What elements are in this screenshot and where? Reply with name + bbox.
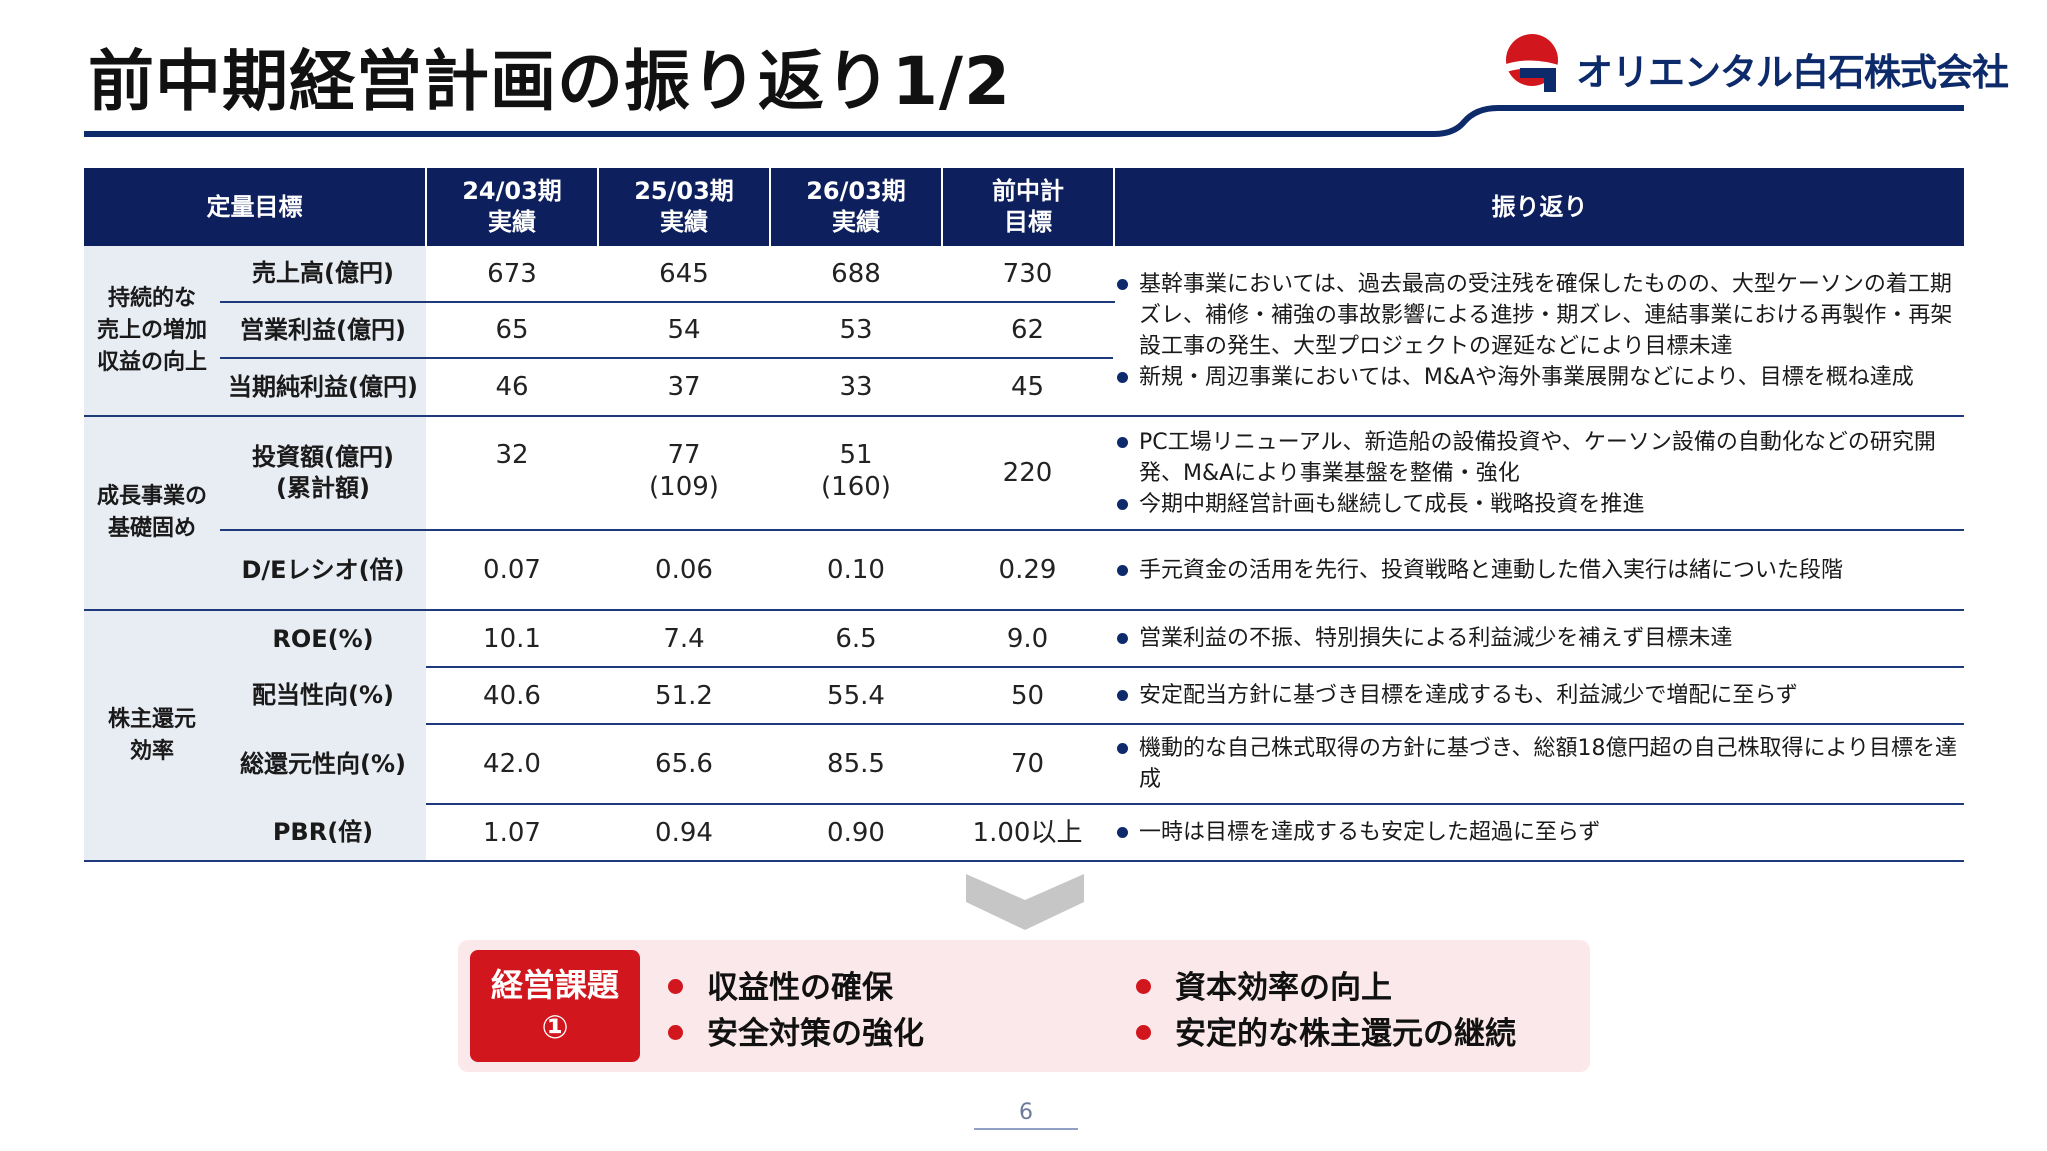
cell-value: 10.1: [426, 610, 598, 668]
review-bullet: 機動的な自己株式取得の方針に基づき、総額18億円超の自己株取得により目標を達成: [1115, 733, 1964, 795]
cell-value: 673: [426, 246, 598, 303]
table-row: 株主還元 効率 ROE(%) 10.1 7.4 6.5 9.0 営業利益の不振、特…: [84, 610, 1964, 862]
group-label-growth: 成長事業の 基礎固め: [84, 416, 220, 611]
cell-value: 85.5: [770, 724, 942, 805]
header-fy24: 24/03期 実績: [426, 168, 599, 246]
metric-total-return: 総還元性向(%): [220, 724, 426, 804]
bullet-icon: [1136, 979, 1151, 994]
cell-value: 0.90: [770, 804, 942, 862]
issue-item: 収益性の確保: [668, 962, 893, 1007]
review-bullet: 今期中期経営計画も継続して成長・戦略投資を推進: [1115, 489, 1964, 520]
header-fy25: 25/03期 実績: [598, 168, 771, 246]
cell-value: 0.10: [770, 530, 942, 611]
issue-item: 安全対策の強化: [668, 1008, 924, 1053]
review-cell: 基幹事業においては、過去最高の受注残を確保したものの、大型ケーソンの着工期ズレ、…: [1113, 246, 1964, 417]
header-fy26: 26/03期 実績: [770, 168, 943, 246]
table-row: 成長事業の 基礎固め 投資額(億円) (累計額) 32 77 (109) 51 (160…: [84, 416, 1964, 611]
cell-value: 1.00以上: [942, 804, 1114, 862]
bullet-icon: [1136, 1025, 1151, 1040]
metric-sales: 売上高(億円): [220, 246, 426, 303]
cell-value: 51.2: [598, 667, 770, 725]
header-review: 振り返り: [1114, 168, 1964, 246]
review-bullet: 基幹事業においては、過去最高の受注残を確保したものの、大型ケーソンの着工期ズレ、…: [1115, 269, 1964, 362]
page-title: 前中期経営計画の振り返り1/2: [88, 43, 1011, 120]
cell-value: 55.4: [770, 667, 942, 725]
chevron-down-icon: [966, 874, 1084, 930]
cell-value: 7.4: [598, 610, 770, 668]
cell-value: 0.29: [942, 530, 1114, 611]
table-row: PBR(倍) 1.07 0.94 0.90 1.00以上 一時は目標を達成するも…: [84, 804, 1964, 862]
cell-value: 730: [942, 246, 1114, 303]
metric-payout: 配当性向(%): [220, 667, 426, 724]
metric-net-profit: 当期純利益(億円): [220, 358, 426, 417]
review-cell: 営業利益の不振、特別損失による利益減少を補えず目標未達: [1113, 610, 1964, 668]
review-cell: 一時は目標を達成するも安定した超過に至らず: [1113, 804, 1964, 862]
cell-value: 54: [598, 302, 770, 359]
review-cell: PC工場リニューアル、新造船の設備投資や、ケーソン設備の自動化などの研究開発、M…: [1113, 416, 1964, 531]
cell-value: 0.07: [426, 530, 598, 611]
cell-value: 45: [942, 358, 1114, 417]
group-label-returns: 株主還元 効率: [84, 610, 220, 862]
review-cell: 安定配当方針に基づき目標を達成するも、利益減少で増配に至らず: [1113, 667, 1964, 725]
table-row: 営業利益(億円) 65 54 53 62: [84, 302, 1964, 359]
cell-value: 77 (109): [598, 416, 770, 531]
metric-de-ratio: D/Eレシオ(倍): [220, 530, 426, 611]
management-issues-box: 経営課題 ① 収益性の確保 資本効率の向上 安全対策の強化 安定的な株主還元の継…: [458, 940, 1590, 1072]
cell-value: 6.5: [770, 610, 942, 668]
cell-value: 62: [942, 302, 1114, 359]
cell-value: 65: [426, 302, 598, 359]
cell-value: 53: [770, 302, 942, 359]
issue-item: 資本効率の向上: [1136, 962, 1392, 1007]
cell-value: 0.06: [598, 530, 770, 611]
cell-value: 32: [426, 416, 598, 531]
kpi-review-table: 定量目標 24/03期 実績 25/03期 実績 26/03期 実績 前中計 目標 振り…: [84, 168, 1964, 862]
review-bullet: 一時は目標を達成するも安定した超過に至らず: [1115, 817, 1964, 848]
logo-mark-icon: [1506, 34, 1562, 92]
review-cell: 手元資金の活用を先行、投資戦略と連動した借入実行は緒についた段階: [1113, 530, 1964, 611]
page-number: 6: [1019, 1100, 1033, 1125]
company-logo: オリエンタル白石株式会社: [1500, 28, 2009, 98]
review-bullet: 新規・周辺事業においては、M&Aや海外事業展開などにより、目標を概ね達成: [1115, 362, 1964, 393]
cell-value: 42.0: [426, 724, 598, 805]
cell-value: 40.6: [426, 667, 598, 725]
page-number-underline: [974, 1128, 1078, 1130]
metric-roe: ROE(%): [220, 610, 426, 667]
cell-value: 0.94: [598, 804, 770, 862]
review-cell: 機動的な自己株式取得の方針に基づき、総額18億円超の自己株取得により目標を達成: [1113, 724, 1964, 805]
table-row: D/Eレシオ(倍) 0.07 0.06 0.10 0.29 手元資金の活用を先行…: [84, 530, 1964, 611]
cell-value: 645: [598, 246, 770, 303]
issue-label: 経営課題 ①: [470, 950, 640, 1062]
table-row: 当期純利益(億円) 46 37 33 45: [84, 358, 1964, 417]
company-name: オリエンタル白石株式会社: [1576, 51, 2009, 94]
header-target: 定量目標: [84, 168, 427, 246]
metric-pbr: PBR(倍): [220, 804, 426, 862]
cell-value: 688: [770, 246, 942, 303]
table-row: 総還元性向(%) 42.0 65.6 85.5 70 機動的な自己株式取得の方針…: [84, 724, 1964, 805]
header-goal: 前中計 目標: [942, 168, 1115, 246]
table-row: 配当性向(%) 40.6 51.2 55.4 50 安定配当方針に基づき目標を達…: [84, 667, 1964, 725]
cell-value: 220: [942, 416, 1114, 531]
cell-value: 9.0: [942, 610, 1114, 668]
metric-investment: 投資額(億円) (累計額): [220, 416, 426, 531]
header-divider: [84, 105, 1964, 137]
bullet-icon: [668, 1025, 683, 1040]
cell-value: 50: [942, 667, 1114, 725]
group-label-sales: 持続的な 売上の増加 収益の向上: [84, 246, 220, 417]
cell-value: 1.07: [426, 804, 598, 862]
cell-value: 70: [942, 724, 1114, 805]
review-bullet: 手元資金の活用を先行、投資戦略と連動した借入実行は緒についた段階: [1115, 555, 1964, 586]
bullet-icon: [668, 979, 683, 994]
review-bullet: 安定配当方針に基づき目標を達成するも、利益減少で増配に至らず: [1115, 680, 1964, 711]
cell-value: 33: [770, 358, 942, 417]
issue-item: 安定的な株主還元の継続: [1136, 1008, 1516, 1053]
table-header-row: 定量目標 24/03期 実績 25/03期 実績 26/03期 実績 前中計 目標 振り…: [84, 168, 1964, 246]
cell-value: 37: [598, 358, 770, 417]
cell-value: 65.6: [598, 724, 770, 805]
cell-value: 51 (160): [770, 416, 942, 531]
metric-op-profit: 営業利益(億円): [220, 302, 426, 359]
table-row: 持続的な 売上の増加 収益の向上 売上高(億円) 673 645 688 730 基…: [84, 246, 1964, 417]
cell-value: 46: [426, 358, 598, 417]
review-bullet: PC工場リニューアル、新造船の設備投資や、ケーソン設備の自動化などの研究開発、M…: [1115, 427, 1964, 489]
review-bullet: 営業利益の不振、特別損失による利益減少を補えず目標未達: [1115, 623, 1964, 654]
